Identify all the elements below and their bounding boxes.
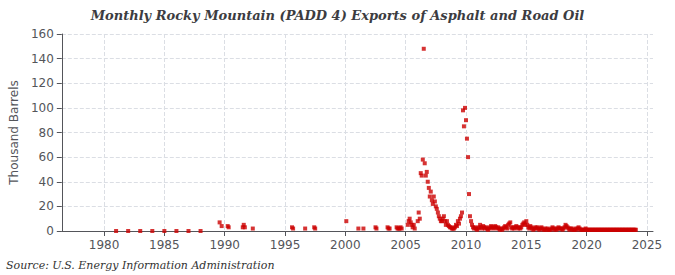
svg-text:100: 100 [31,101,54,115]
svg-text:2025: 2025 [632,238,663,252]
svg-text:0: 0 [46,224,54,238]
svg-text:2000: 2000 [330,238,361,252]
svg-text:40: 40 [39,175,54,189]
svg-text:160: 160 [31,27,54,41]
svg-text:Source: U.S. Energy Informatio: Source: U.S. Energy Information Administ… [6,259,274,272]
svg-text:2010: 2010 [451,238,482,252]
svg-text:1995: 1995 [270,238,301,252]
svg-text:Thousand Barrels: Thousand Barrels [7,80,21,185]
svg-text:1985: 1985 [149,238,180,252]
svg-text:Monthly Rocky Mountain (PADD 4: Monthly Rocky Mountain (PADD 4) Exports … [90,8,585,23]
svg-text:140: 140 [31,52,54,66]
svg-text:2020: 2020 [571,238,602,252]
svg-text:60: 60 [39,150,54,164]
svg-text:1980: 1980 [89,238,120,252]
svg-text:20: 20 [39,199,54,213]
svg-text:2005: 2005 [390,238,421,252]
svg-text:80: 80 [39,126,54,140]
svg-text:120: 120 [31,76,54,90]
svg-text:1990: 1990 [209,238,240,252]
svg-text:2015: 2015 [511,238,542,252]
